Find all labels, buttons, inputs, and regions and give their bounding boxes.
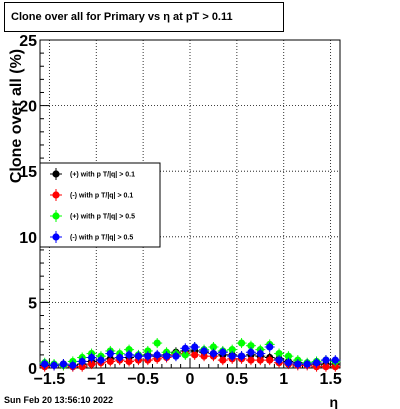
data-point — [275, 349, 283, 358]
tick-labels: −1.5 −1 −0.5 0 0.5 1 1.5 0 5 10 15 20 25 — [19, 33, 342, 388]
data-point — [87, 353, 96, 362]
data-point — [69, 361, 77, 369]
x-tick-label: 1 — [279, 371, 288, 388]
y-tick-label: 25 — [19, 33, 37, 50]
data-point — [294, 360, 302, 368]
data-point — [172, 352, 180, 360]
data-point — [237, 352, 246, 360]
y-tick-label: 0 — [28, 361, 37, 378]
legend-label: (-) with p T/|q| > 0.5 — [70, 235, 133, 242]
x-tick-label: 0 — [186, 371, 195, 388]
data-point — [200, 347, 208, 355]
data-point — [228, 346, 236, 354]
legend-marker — [52, 212, 60, 220]
legend-marker — [52, 170, 60, 178]
chart-title: Clone over all for Primary vs η at pT > … — [11, 11, 233, 23]
data-point — [331, 363, 339, 371]
data-point — [247, 348, 255, 356]
data-point — [275, 356, 283, 364]
y-tick-label: 10 — [19, 230, 37, 247]
x-tick-label: 0.5 — [226, 371, 248, 388]
data-point — [144, 352, 152, 360]
data-point — [331, 356, 339, 364]
data-point — [97, 356, 105, 364]
data-point — [153, 339, 161, 347]
timestamp-footer: Sun Feb 20 13:56:10 2022 — [4, 395, 114, 405]
data-point — [228, 352, 236, 360]
data-point — [181, 344, 189, 352]
data-point — [59, 360, 68, 368]
data-point — [256, 349, 264, 358]
y-tick-label: 15 — [19, 164, 37, 181]
data-point — [153, 351, 161, 359]
x-tick-label: −1 — [87, 371, 105, 388]
data-point — [144, 347, 152, 355]
data-point — [78, 357, 86, 366]
data-point — [209, 349, 218, 358]
data-point — [219, 348, 227, 356]
data-point — [125, 351, 133, 359]
data-point — [191, 351, 199, 359]
y-tick-label: 20 — [19, 99, 37, 116]
legend-label: (-) with p T/|q| > 0.1 — [70, 193, 133, 200]
data-marks — [39, 338, 341, 372]
data-point — [125, 346, 133, 354]
legend-marker — [52, 233, 60, 241]
data-point — [247, 342, 255, 350]
x-tick-label: 1.5 — [320, 371, 342, 388]
data-point — [303, 360, 311, 368]
legend-label: (+) with p T/|q| > 0.5 — [70, 214, 135, 221]
data-point — [209, 343, 218, 351]
data-point — [284, 352, 293, 360]
legend-marker — [52, 191, 60, 199]
x-tick-label: −1.5 — [34, 371, 66, 388]
data-point — [322, 363, 330, 371]
x-tick-label: −0.5 — [127, 371, 159, 388]
data-point — [284, 359, 293, 367]
data-point — [200, 352, 208, 360]
y-tick-label: 5 — [28, 295, 37, 312]
legend-label: (+) with p T/|q| > 0.1 — [70, 172, 135, 179]
data-point — [87, 360, 96, 368]
data-point — [322, 356, 330, 364]
data-point — [106, 357, 114, 366]
data-point — [237, 339, 246, 347]
data-point — [78, 363, 86, 371]
data-point — [162, 352, 171, 360]
data-point — [312, 359, 321, 367]
y-axis-label: Clone over all (%) — [8, 49, 25, 183]
data-point — [41, 360, 49, 368]
data-point — [134, 352, 143, 360]
legend: (+) with p T/|q| > 0.1 (-) with p T/|q| >… — [39, 162, 161, 248]
data-point — [256, 356, 264, 364]
data-point — [50, 361, 58, 369]
data-point — [106, 349, 114, 358]
data-point — [191, 343, 199, 351]
x-axis-label: η — [329, 394, 338, 409]
data-point — [266, 343, 274, 351]
data-point — [247, 356, 255, 364]
data-point — [125, 357, 133, 366]
data-point — [266, 356, 274, 364]
data-point — [181, 351, 189, 359]
data-point — [116, 353, 124, 362]
chart-title-box: Clone over all for Primary vs η at pT > … — [4, 2, 284, 32]
legend-box — [39, 162, 161, 248]
data-point — [219, 356, 227, 364]
